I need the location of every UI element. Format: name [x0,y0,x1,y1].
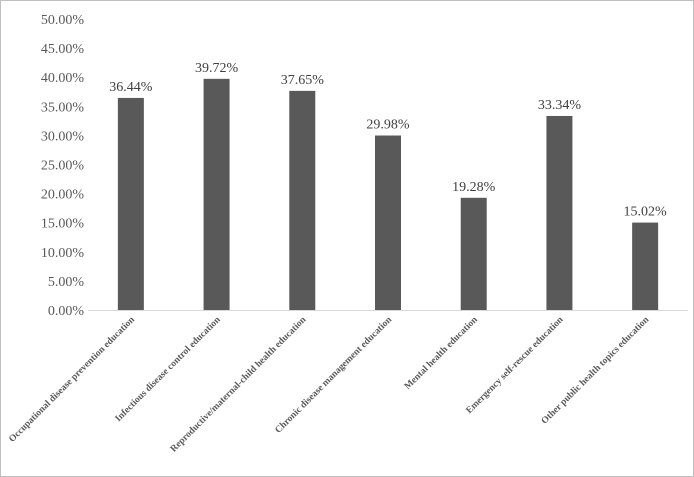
data-label: 29.98% [366,118,410,133]
bar [632,222,659,310]
x-category-label: Occupational disease prevention educatio… [7,315,137,445]
bar [460,197,487,310]
data-label: 37.65% [281,73,325,88]
y-tick-label: 30.00% [41,129,85,144]
data-label: 36.44% [109,80,153,95]
x-category-label: Emergency self-rescue education [465,315,566,416]
x-category-label: Reproductive/maternal-child health educa… [169,315,309,455]
x-category-label: Mental health education [403,315,480,392]
bar [375,135,401,310]
data-label: 19.28% [452,180,496,195]
y-tick-label: 45.00% [41,42,85,57]
x-category-label: Infectious disease control education [114,315,224,425]
bar [546,115,573,310]
x-axis-category-labels: Occupational disease prevention educatio… [7,315,651,455]
data-label: 39.72% [195,61,239,76]
data-label: 15.02% [624,205,668,220]
data-labels: 36.44% 39.72% 37.65% 29.98% 19.28% 33.34% 15.0… [109,61,667,220]
x-category-label: Other public health topics education [540,315,652,427]
bar [289,90,316,310]
bars [117,78,659,311]
y-tick-label: 25.00% [41,159,85,174]
y-tick-label: 40.00% [41,71,85,86]
y-tick-label: 15.00% [41,217,85,232]
bar [117,97,144,311]
y-tick-label: 35.00% [41,100,85,115]
y-tick-label: 10.00% [41,246,85,261]
bar [203,78,230,311]
y-tick-label: 20.00% [41,188,85,203]
y-tick-label: 50.00% [41,13,85,28]
y-axis-ticks: 0.00% 5.00% 10.00% 15.00% 20.00% 25.00% 30.00%… [41,13,85,319]
y-tick-label: 5.00% [48,275,85,290]
data-label: 33.34% [538,98,582,113]
y-tick-label: 0.00% [48,304,85,319]
